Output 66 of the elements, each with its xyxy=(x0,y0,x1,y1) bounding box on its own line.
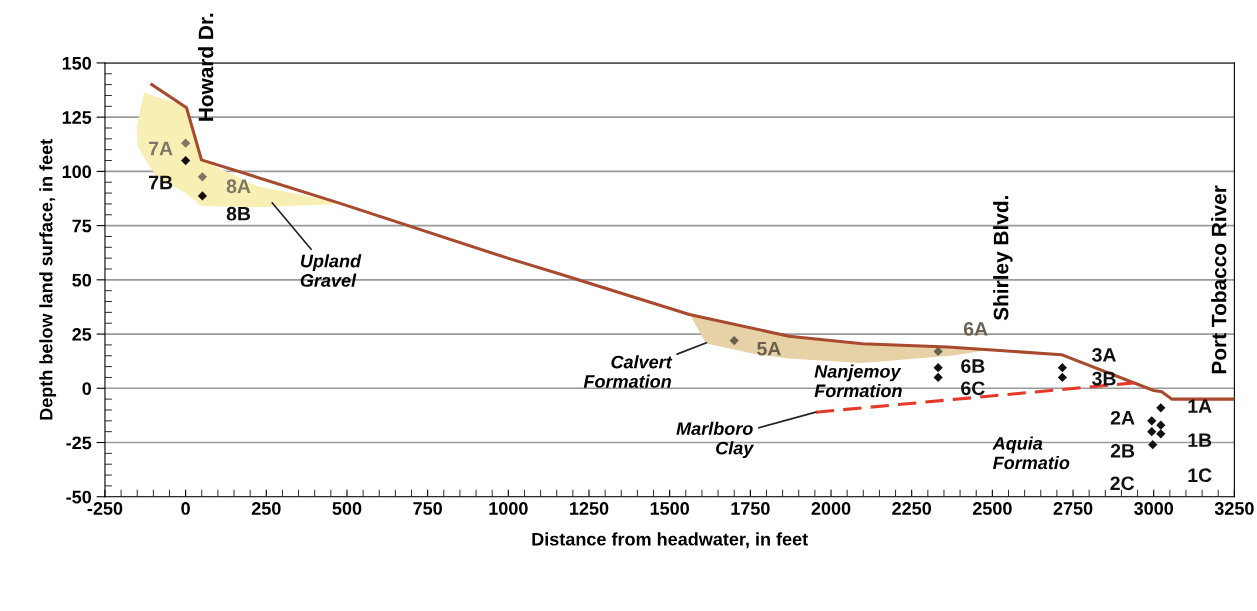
x-tick-label: 1500 xyxy=(650,502,690,515)
annotation: Calvert Formation xyxy=(583,355,673,388)
y-tick-label: -25 xyxy=(66,436,92,450)
y-tick-label: 0 xyxy=(82,382,92,396)
series-label: 3B xyxy=(1092,371,1116,386)
x-tick-label: 2250 xyxy=(892,502,932,515)
point xyxy=(197,172,208,182)
point xyxy=(933,346,943,357)
x-tick-label: 3250 xyxy=(1214,502,1254,515)
x-tick-label: 500 xyxy=(332,502,362,515)
point xyxy=(181,155,191,166)
x-axis-title: Distance from headwater, in feet xyxy=(532,532,808,549)
series-label: 2C xyxy=(1110,476,1135,491)
y-axis-title: Depth below land surface, in feet xyxy=(39,139,57,420)
point xyxy=(1057,363,1067,373)
x-tick-label: 1250 xyxy=(570,502,609,515)
annotation: Nanjemoy Formation xyxy=(814,364,902,398)
series-label: 8B xyxy=(226,206,251,221)
point xyxy=(1148,440,1158,450)
series-label: 6B xyxy=(961,359,985,373)
series-label: 7B xyxy=(149,175,173,190)
point xyxy=(1156,420,1166,430)
series-label: 3A xyxy=(1092,348,1116,362)
x-tick-label: 250 xyxy=(251,502,281,515)
x-tick-label: 2750 xyxy=(1053,502,1093,515)
y-tick-label: 100 xyxy=(62,165,92,179)
series-label: 6C xyxy=(961,381,985,396)
point xyxy=(197,191,208,201)
series-label: 5A xyxy=(757,341,781,356)
x-tick-label: 1000 xyxy=(489,502,528,515)
series-label: 2A xyxy=(1110,410,1135,425)
x-tick-label: 0 xyxy=(181,502,190,515)
x-tick-label: -250 xyxy=(87,502,123,515)
x-tick-label: 3000 xyxy=(1134,502,1174,515)
y-tick-label: 50 xyxy=(72,273,92,287)
point xyxy=(933,363,943,373)
x-tick-label: 2500 xyxy=(972,502,1012,515)
point xyxy=(729,335,739,346)
y-tick-label: 75 xyxy=(72,219,92,233)
point xyxy=(181,138,191,148)
point xyxy=(1147,416,1157,426)
series-label: 6A xyxy=(963,322,988,336)
y-tick-label: 125 xyxy=(62,111,92,124)
x-tick-label: 750 xyxy=(413,502,442,515)
point xyxy=(1156,429,1166,439)
series-label: 2B xyxy=(1110,443,1135,458)
y-tick-label: -50 xyxy=(66,490,92,504)
annotation: Aquia Formatio xyxy=(992,436,1070,470)
text: 1C xyxy=(1188,468,1212,483)
x-tick-label: 2000 xyxy=(811,502,851,515)
series-label: 1B xyxy=(1188,433,1212,447)
annotation: Upland Gravel xyxy=(300,254,362,287)
point xyxy=(1156,403,1166,413)
point xyxy=(1147,427,1157,437)
series-label: 1A xyxy=(1188,399,1212,413)
annotation: Port Tobacco River xyxy=(1211,185,1227,374)
series-label: 8A xyxy=(226,179,251,194)
x-tick-label: 1750 xyxy=(731,502,770,515)
annotation: Shirley Blvd. xyxy=(993,196,1013,321)
series-label: 7A xyxy=(149,141,173,156)
y-tick-label: 150 xyxy=(62,56,92,70)
y-tick-label: 25 xyxy=(72,328,92,341)
point xyxy=(933,372,943,383)
annotation: Marlboro Clay xyxy=(676,421,755,459)
point xyxy=(1057,372,1067,383)
annotation: Howard Dr. xyxy=(198,13,214,121)
